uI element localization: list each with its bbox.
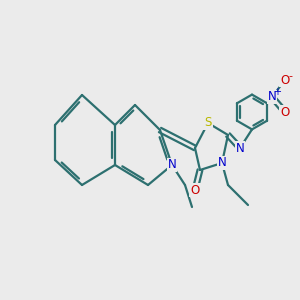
Text: N: N [236,142,244,154]
Text: -: - [288,71,292,81]
Text: N: N [218,157,226,169]
Text: O: O [280,106,290,118]
Text: N: N [168,158,176,172]
Text: N: N [268,91,276,103]
Text: +: + [273,87,281,97]
Text: O: O [280,74,290,86]
Text: O: O [190,184,200,196]
Text: S: S [204,116,212,130]
